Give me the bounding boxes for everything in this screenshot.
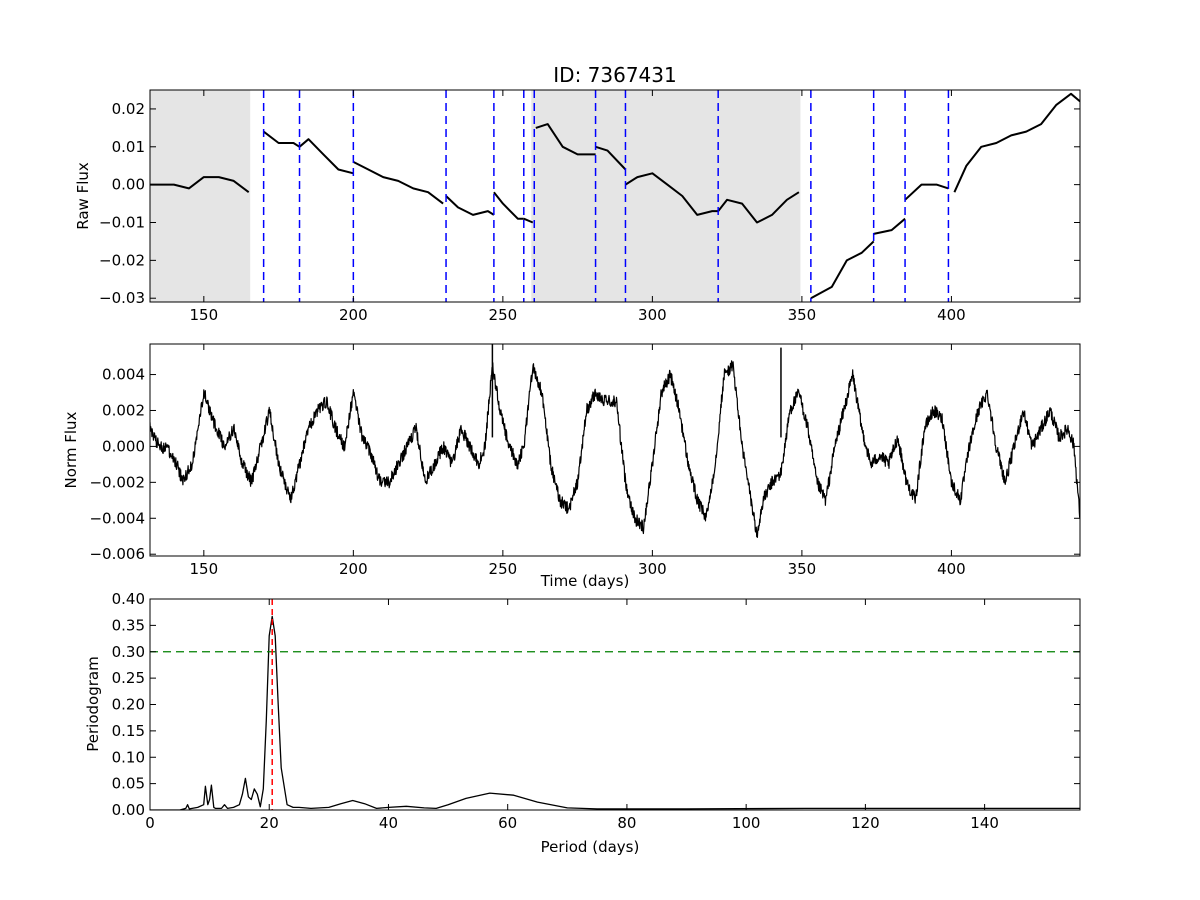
periodogram-ytick-label: 0.20 [112, 696, 145, 714]
norm-flux-series-line [150, 360, 1080, 539]
norm-flux-xtick-label: 300 [638, 560, 667, 578]
norm-flux-xtick-label: 200 [339, 560, 368, 578]
periodogram-ytick-label: 0.00 [112, 801, 145, 819]
periodogram-panel: 0 20 40 60 80 100 120 140 0.00 0.05 0.10 0.15 0.20 0.… [112, 590, 1081, 832]
periodogram-xtick-label: 80 [617, 814, 636, 832]
periodogram-ytick-label: 0.15 [112, 722, 145, 740]
raw-flux-series-line-10 [717, 191, 800, 224]
raw-flux-ytick-label: 0.02 [112, 100, 145, 118]
raw-flux-xtick-label: 250 [489, 306, 518, 324]
raw-flux-series-line-14 [953, 92, 1080, 193]
norm-flux-axis-label: Norm Flux [62, 411, 80, 488]
periodogram-xtick-label: 120 [851, 814, 880, 832]
periodogram-plot-area [150, 599, 1080, 810]
norm-flux-xtick-label: 150 [190, 560, 219, 578]
periodogram-ytick-label: 0.40 [112, 590, 145, 608]
raw-flux-series-line-6 [523, 217, 534, 224]
raw-flux-xtick-label: 200 [339, 306, 368, 324]
norm-flux-ytick-label: −0.002 [89, 473, 145, 491]
raw-flux-ytick-label: −0.03 [99, 289, 145, 307]
shaded-region-2 [531, 90, 801, 302]
raw-flux-ytick-label: 0.01 [112, 138, 145, 156]
periodogram-axis-label: Periodogram [84, 656, 102, 751]
raw-flux-ytick-label: −0.01 [99, 214, 145, 232]
raw-flux-series-line-13 [904, 183, 949, 201]
raw-flux-axis-label: Raw Flux [74, 162, 92, 230]
periodogram-ytick-label: 0.25 [112, 669, 145, 687]
raw-flux-series-line-5 [493, 191, 524, 220]
period-axis-label: Period (days) [541, 838, 640, 856]
raw-flux-axes-frame [149, 89, 1081, 303]
raw-flux-xtick-label: 400 [937, 306, 966, 324]
norm-flux-ytick-label: 0.000 [102, 437, 145, 455]
raw-flux-xtick-label: 150 [190, 306, 219, 324]
norm-flux-xtick-label: 250 [489, 560, 518, 578]
periodogram-xtick-label: 140 [970, 814, 999, 832]
raw-flux-series-line-12 [873, 217, 906, 235]
norm-flux-ytick-label: −0.006 [89, 545, 145, 563]
periodogram-ytick-label: 0.05 [112, 775, 145, 793]
raw-flux-ytick-label: 0.00 [112, 176, 145, 194]
norm-flux-xtick-label: 350 [788, 560, 817, 578]
periodogram-xtick-label: 40 [379, 814, 398, 832]
raw-flux-series-line-1 [150, 176, 250, 193]
raw-flux-series-line-9 [624, 172, 719, 216]
raw-flux-ytick-label: −0.02 [99, 251, 145, 269]
periodogram-ytick-label: 0.35 [112, 616, 145, 634]
norm-flux-ytick-label: −0.004 [89, 509, 145, 527]
raw-flux-plot-area [150, 90, 1080, 302]
raw-flux-xtick-label: 300 [638, 306, 667, 324]
norm-flux-ytick-label: 0.004 [102, 366, 145, 384]
raw-flux-series-line-4 [445, 195, 495, 216]
periodogram-xtick-label: 100 [732, 814, 761, 832]
raw-flux-panel: 150 200 250 300 350 400 −0.03 −0.02 −0.01 0.00 0.0… [99, 89, 1081, 324]
raw-flux-series-line-3 [352, 161, 444, 205]
periodogram-xtick-label: 20 [260, 814, 279, 832]
norm-flux-plot-area [150, 344, 1080, 539]
shaded-region-1 [150, 90, 251, 302]
periodogram-xtick-label: 0 [145, 814, 155, 832]
periodogram-xtick-label: 60 [498, 814, 517, 832]
periodogram-ytick-label: 0.30 [112, 643, 145, 661]
time-axis-label: Time (days) [540, 572, 630, 590]
raw-flux-series-line-7 [535, 123, 596, 156]
periodogram-series-line [150, 615, 1080, 810]
raw-flux-series-line-2 [262, 130, 354, 175]
raw-flux-series-line-8 [595, 145, 627, 171]
norm-flux-axes-frame [149, 343, 1081, 557]
periodogram-ytick-label: 0.10 [112, 748, 145, 766]
raw-flux-series-line-11 [810, 240, 875, 300]
raw-flux-xtick-label: 350 [788, 306, 817, 324]
norm-flux-xtick-label: 400 [937, 560, 966, 578]
norm-flux-panel: 150 200 250 300 350 400 −0.006 −0.004 −0.002 0.00… [89, 343, 1081, 578]
norm-flux-ytick-label: 0.002 [102, 401, 145, 419]
chart-title: ID: 7367431 [553, 63, 676, 87]
